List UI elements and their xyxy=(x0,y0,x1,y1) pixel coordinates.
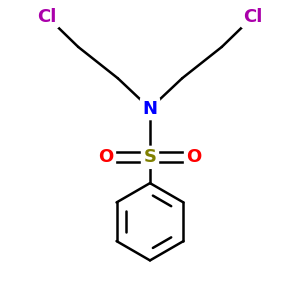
Text: O: O xyxy=(98,148,113,166)
Text: N: N xyxy=(142,100,158,118)
Text: Cl: Cl xyxy=(37,8,57,26)
Text: S: S xyxy=(143,148,157,166)
Text: Cl: Cl xyxy=(243,8,263,26)
Text: O: O xyxy=(187,148,202,166)
